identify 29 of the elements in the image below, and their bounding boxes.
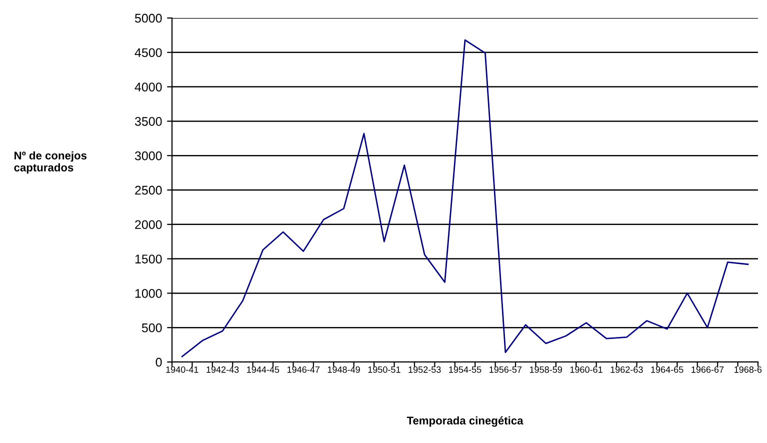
x-axis-title: Temporada cinegética	[406, 416, 524, 427]
y-tick-label: 4000	[134, 82, 162, 92]
y-tick-label: 3500	[134, 117, 162, 126]
x-tick-label: 1962-63	[610, 366, 643, 373]
y-tick-label: 2500	[135, 186, 162, 195]
y-tick-label: 0	[156, 358, 162, 367]
x-tick-label: 1956-57	[490, 366, 522, 373]
y-axis-title: Nº de conejos capturados	[14, 151, 87, 174]
y-tick-label: 1500	[135, 254, 162, 264]
x-tick-label: 1952-53	[408, 366, 441, 373]
x-tick-label: 1940-41	[166, 366, 198, 373]
x-tick-label: 1946-47	[287, 366, 320, 373]
y-tick-label: 500	[142, 323, 162, 332]
y-tick-label: 2000	[135, 220, 162, 230]
line-series	[181, 39, 749, 358]
y-tick-label: 3000	[134, 151, 162, 160]
x-tick-label: 1968-6	[734, 366, 762, 373]
x-tick-label: 1966-67	[692, 366, 724, 373]
x-tick-label: 1942-43	[206, 366, 239, 373]
x-tick-label: 1958-59	[530, 366, 562, 373]
x-tick-label: 1948-49	[328, 366, 360, 373]
x-tick-label: 1944-45	[247, 366, 280, 373]
x-tick-label: 1964-65	[651, 366, 684, 373]
x-tick-label: 1954-55	[449, 366, 482, 373]
y-tick-label: 5000	[134, 14, 162, 23]
y-tick-label: 4500	[134, 48, 162, 58]
x-tick-label: 1950-51	[368, 366, 400, 373]
x-tick-label: 1960-61	[570, 366, 602, 373]
y-tick-label: 1000	[135, 289, 162, 298]
